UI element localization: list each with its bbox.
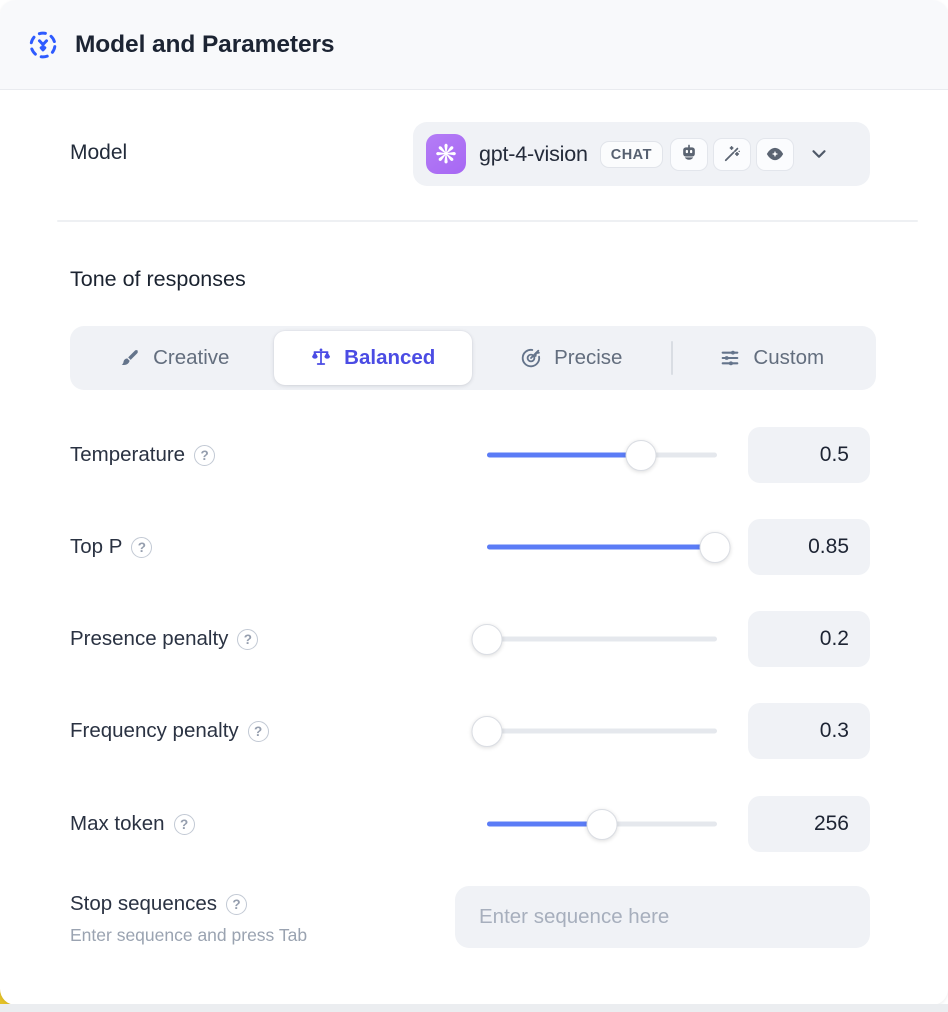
page-title: Model and Parameters	[75, 30, 335, 58]
balance-scale-icon	[312, 348, 331, 365]
help-icon[interactable]: ?	[247, 720, 269, 742]
param-row-max-token: Max token? 256	[0, 792, 948, 856]
slider-thumb[interactable]	[625, 439, 657, 471]
tone-option-label: Creative	[153, 346, 230, 369]
tone-option-precise[interactable]: Precise	[472, 331, 671, 385]
model-select-dropdown[interactable]: ❋ gpt-4-vision CHAT	[413, 122, 870, 186]
tone-option-label: Precise	[554, 346, 623, 369]
section-divider	[57, 220, 918, 222]
param-label: Top P	[70, 535, 123, 558]
param-label: Presence penalty	[70, 627, 229, 650]
top-p-slider[interactable]	[487, 531, 731, 563]
vision-eye-icon	[755, 137, 794, 171]
stop-sequences-label-text: Stop sequences	[70, 892, 218, 915]
model-type-badge: CHAT	[599, 140, 663, 168]
tone-option-label: Custom	[753, 346, 825, 369]
slider-thumb[interactable]	[471, 623, 503, 655]
paintbrush-icon	[121, 350, 139, 365]
slider-thumb[interactable]	[471, 715, 503, 747]
help-icon[interactable]: ?	[226, 893, 248, 915]
selected-model-name: gpt-4-vision	[479, 141, 588, 166]
chevron-down-icon[interactable]	[808, 143, 830, 165]
help-icon[interactable]: ?	[194, 444, 216, 466]
frequency-penalty-value[interactable]: 0.3	[748, 703, 870, 759]
tone-segmented-control: Creative Balanced	[70, 326, 876, 390]
tone-option-custom[interactable]: Custom	[673, 331, 872, 385]
slider-fill	[487, 821, 602, 827]
slider-fill	[487, 544, 715, 550]
slider-thumb[interactable]	[699, 531, 731, 563]
presence-penalty-value[interactable]: 0.2	[748, 611, 870, 667]
frequency-penalty-slider[interactable]	[471, 715, 717, 747]
param-row-presence-penalty: Presence penalty? 0.2	[0, 607, 948, 671]
segment-divider	[670, 341, 673, 375]
capability-badges	[669, 137, 794, 171]
param-row-temperature: Temperature? 0.5	[0, 423, 948, 487]
target-icon	[521, 348, 541, 368]
model-hub-icon	[27, 29, 59, 61]
stop-sequences-input[interactable]	[455, 886, 870, 948]
slider-fill	[487, 452, 642, 458]
sliders-icon	[722, 350, 739, 366]
openai-logo: ❋	[426, 134, 466, 174]
background-strip	[0, 1004, 948, 1012]
temperature-slider[interactable]	[487, 439, 717, 471]
param-row-frequency-penalty: Frequency penalty? 0.3	[0, 699, 948, 763]
top-p-value[interactable]: 0.85	[748, 519, 870, 575]
model-label: Model	[70, 141, 128, 164]
stop-sequences-label: Stop sequences ?	[70, 892, 248, 916]
param-label: Frequency penalty	[70, 719, 239, 742]
help-icon[interactable]: ?	[131, 536, 153, 558]
tone-option-label: Balanced	[344, 346, 436, 369]
presence-penalty-slider[interactable]	[471, 623, 717, 655]
stop-sequences-hint: Enter sequence and press Tab	[70, 925, 308, 945]
magic-wand-icon	[712, 137, 751, 171]
card-header: Model and Parameters	[0, 0, 948, 90]
temperature-value[interactable]: 0.5	[748, 427, 870, 483]
help-icon[interactable]: ?	[237, 628, 259, 650]
slider-thumb[interactable]	[586, 808, 618, 840]
max-token-slider[interactable]	[487, 808, 717, 840]
assistant-icon	[669, 137, 708, 171]
help-icon[interactable]: ?	[173, 813, 195, 835]
param-label: Max token	[70, 812, 165, 835]
tone-option-balanced[interactable]: Balanced	[273, 331, 472, 385]
param-row-top-p: Top P? 0.85	[0, 515, 948, 579]
tone-option-creative[interactable]: Creative	[75, 331, 274, 385]
tone-section-heading: Tone of responses	[70, 267, 246, 291]
param-label: Temperature	[70, 443, 186, 466]
max-token-value[interactable]: 256	[748, 796, 870, 852]
